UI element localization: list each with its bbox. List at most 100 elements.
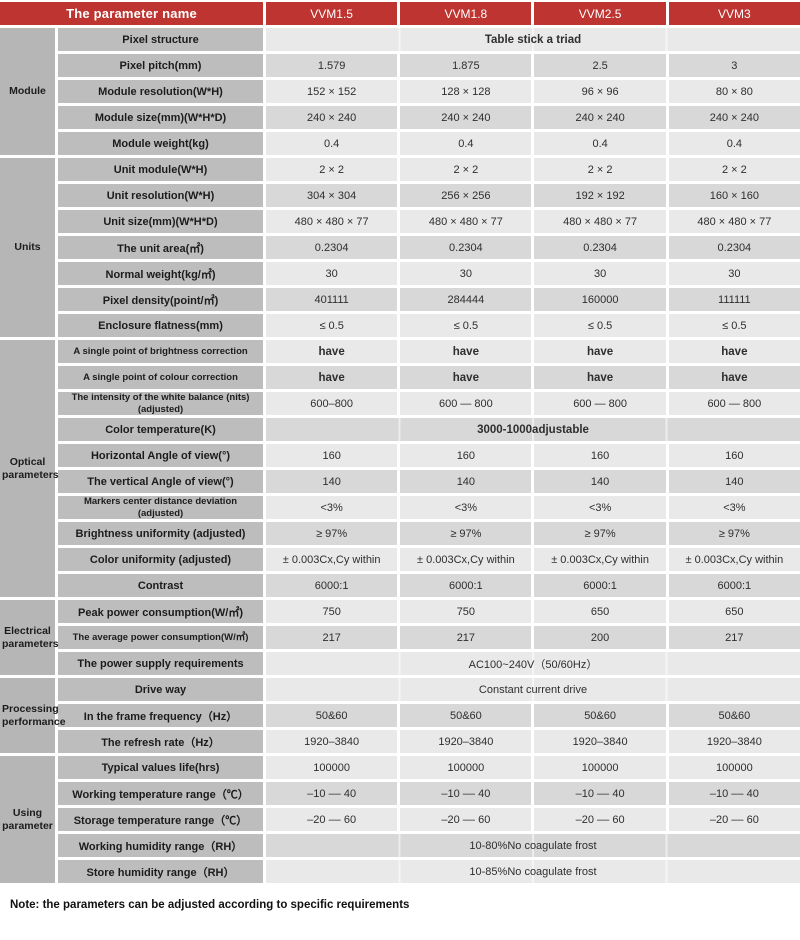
value-cell: ± 0.003Cx,Cy within — [534, 548, 666, 571]
value-cell: –20 –– 60 — [534, 808, 666, 831]
value-cell: 600 — 800 — [534, 392, 666, 415]
value-cell: have — [668, 340, 800, 363]
param-label: In the frame frequency（Hz） — [58, 704, 264, 727]
value-cell: 96 × 96 — [534, 80, 666, 103]
param-label: Working temperature range（℃） — [58, 782, 264, 805]
group-label: Optical parameters — [0, 340, 59, 597]
column-header-vvm1.8: VVM1.8 — [400, 2, 532, 25]
param-label: Unit size(mm)(W*H*D) — [58, 210, 264, 233]
value-cell: 160 × 160 — [668, 184, 800, 207]
value-cell: –20 –– 60 — [400, 808, 532, 831]
param-label: A single point of brightness correction — [58, 340, 264, 363]
value-cell: 1.875 — [400, 54, 532, 77]
value-cell: 401111 — [266, 288, 398, 311]
value-cell: 50&60 — [266, 704, 398, 727]
value-cell: 160 — [266, 444, 398, 467]
value-cell: 3 — [668, 54, 800, 77]
param-label: The unit area(㎡) — [58, 236, 264, 259]
table-row: Store humidity range（RH） 10-85%No coagula… — [0, 860, 800, 883]
table-row: The power supply requirements AC100~240V（… — [0, 652, 800, 675]
table-row: Using parameter Typical values life(hrs) 1… — [0, 756, 800, 883]
value-cell: ≥ 97% — [400, 522, 532, 545]
table-row: Electrical parameters Peak power consumpt… — [0, 600, 800, 675]
value-cell: ± 0.003Cx,Cy within — [400, 548, 532, 571]
param-label: The vertical Angle of view(°) — [58, 470, 264, 493]
value-cell: 0.4 — [668, 132, 800, 155]
value-cell: 1920–3840 — [668, 730, 800, 753]
table-row: The refresh rate（Hz） 1920–3840 1920–3840 19… — [0, 730, 800, 753]
parameter-table: The parameter name VVM1.5 VVM1.8 VVM2.5 VVM… — [0, 2, 800, 883]
param-label: Typical values life(hrs) — [58, 756, 264, 779]
value-cell: 0.4 — [266, 132, 398, 155]
column-header-vvm1.5: VVM1.5 — [266, 2, 398, 25]
value-cell: have — [400, 340, 532, 363]
group-label: Electrical parameters — [0, 600, 59, 675]
param-label: Color uniformity (adjusted) — [58, 548, 264, 571]
value-cell: ± 0.003Cx,Cy within — [668, 548, 800, 571]
table-row: Pixel pitch(mm) 1.579 1.875 2.5 3 — [0, 54, 800, 77]
value-cell: have — [534, 340, 666, 363]
param-label: Module weight(kg) — [58, 132, 264, 155]
table-row: Unit resolution(W*H) 304 × 304 256 × 256 19… — [0, 184, 800, 207]
value-cell: 50&60 — [400, 704, 532, 727]
table-row: Storage temperature range（℃） –20 –– 60 –20… — [0, 808, 800, 831]
table-row: The unit area(㎡) 0.2304 0.2304 0.2304 0.2304 — [0, 236, 800, 259]
value-cell: 217 — [266, 626, 398, 649]
value-cell: 284444 — [400, 288, 532, 311]
param-label: The intensity of the white balance (nits… — [58, 392, 264, 415]
value-cell: ≤ 0.5 — [534, 314, 666, 337]
table-row: Processing performance Drive way Constant … — [0, 678, 800, 753]
value-cell: 160 — [534, 444, 666, 467]
value-cell: 140 — [534, 470, 666, 493]
value-cell: –20 –– 60 — [668, 808, 800, 831]
param-label: Contrast — [58, 574, 264, 597]
value-cell: 50&60 — [668, 704, 800, 727]
value-cell: –10 –– 40 — [668, 782, 800, 805]
value-cell: 304 × 304 — [266, 184, 398, 207]
value-cell: 140 — [266, 470, 398, 493]
param-label: A single point of colour correction — [58, 366, 264, 389]
value-cell: 2.5 — [534, 54, 666, 77]
value-cell: 480 × 480 × 77 — [668, 210, 800, 233]
value-cell: 140 — [668, 470, 800, 493]
table-row: The vertical Angle of view(°) 140 140 140 14… — [0, 470, 800, 493]
value-cell: –20 –– 60 — [266, 808, 398, 831]
table-row: In the frame frequency（Hz） 50&60 50&60 50&6… — [0, 704, 800, 727]
value-cell: 600 — 800 — [668, 392, 800, 415]
table-row: Horizontal Angle of view(°) 160 160 160 160 — [0, 444, 800, 467]
table-row: Markers center distance deviation (adjus… — [0, 496, 800, 519]
param-label: Unit module(W*H) — [58, 158, 264, 181]
table-row: Working temperature range（℃） –10 –– 40 –10… — [0, 782, 800, 805]
param-label: Brightness uniformity (adjusted) — [58, 522, 264, 545]
column-header-vvm3: VVM3 — [668, 2, 800, 25]
param-label: Module size(mm)(W*H*D) — [58, 106, 264, 129]
value-cell: 240 × 240 — [668, 106, 800, 129]
header-row: The parameter name VVM1.5 VVM1.8 VVM2.5 VVM… — [0, 2, 800, 25]
value-cell: 1920–3840 — [400, 730, 532, 753]
value-cell: 1920–3840 — [266, 730, 398, 753]
param-label: Horizontal Angle of view(°) — [58, 444, 264, 467]
value-cell: 2 × 2 — [534, 158, 666, 181]
value-cell: 100000 — [400, 756, 532, 779]
value-cell: <3% — [534, 496, 666, 519]
value-cell: 30 — [266, 262, 398, 285]
value-cell: 0.2304 — [400, 236, 532, 259]
param-label: Pixel pitch(mm) — [58, 54, 264, 77]
value-cell: 0.2304 — [668, 236, 800, 259]
value-cell-span: 10-85%No coagulate frost — [266, 860, 800, 883]
value-cell: <3% — [668, 496, 800, 519]
table-row: Module size(mm)(W*H*D) 240 × 240 240 × 240… — [0, 106, 800, 129]
value-cell: –10 –– 40 — [266, 782, 398, 805]
param-label: Enclosure flatness(mm) — [58, 314, 264, 337]
value-cell: 0.4 — [534, 132, 666, 155]
value-cell: have — [668, 366, 800, 389]
value-cell: 0.2304 — [534, 236, 666, 259]
table-row: Working humidity range（RH） 10-80%No coagu… — [0, 834, 800, 857]
param-label: The average power consumption(W/㎡) — [58, 626, 264, 649]
param-label: Module resolution(W*H) — [58, 80, 264, 103]
table-row: Optical parameters A single point of brig… — [0, 340, 800, 597]
value-cell-span: 3000-1000adjustable — [266, 418, 800, 441]
value-cell: <3% — [266, 496, 398, 519]
value-cell: ≤ 0.5 — [266, 314, 398, 337]
value-cell: 30 — [668, 262, 800, 285]
